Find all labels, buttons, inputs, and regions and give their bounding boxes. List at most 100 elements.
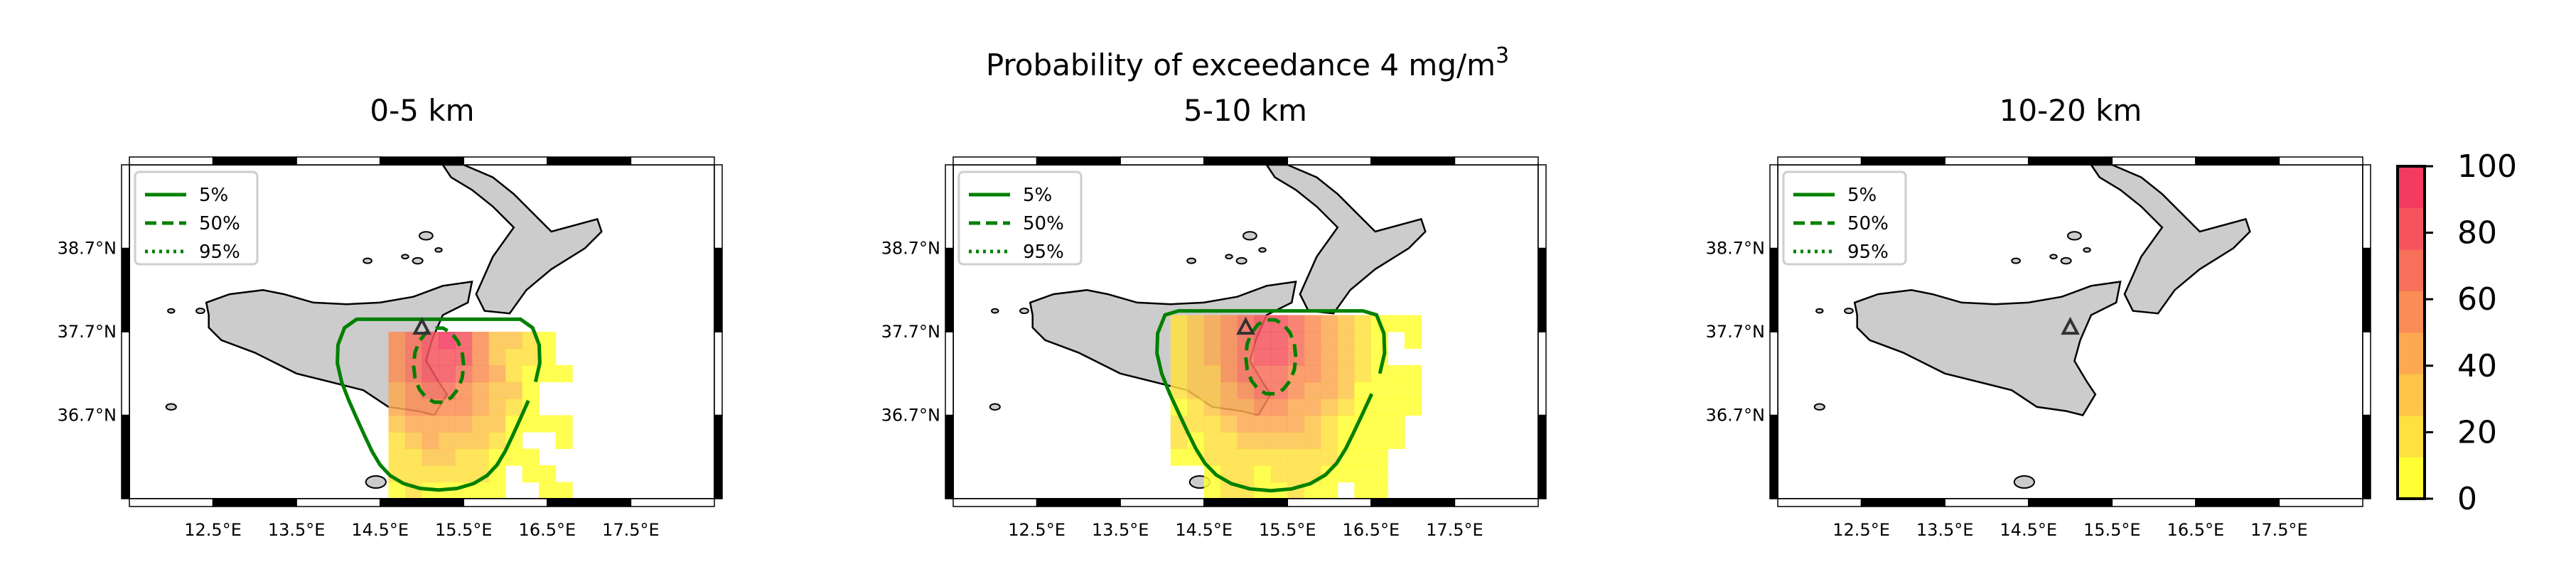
probability-cell	[522, 348, 540, 366]
probability-cell	[1337, 465, 1355, 483]
probability-cell	[422, 365, 439, 383]
probability-cell	[1237, 448, 1255, 466]
probability-cell	[539, 348, 557, 366]
figure-title-superscript: 3	[1496, 43, 1509, 68]
probability-cell	[472, 399, 490, 416]
colorbar-segment	[2398, 249, 2425, 291]
border-segment	[1036, 156, 1121, 166]
probability-cell	[1237, 432, 1255, 450]
island	[1225, 254, 1233, 260]
border-segment	[1537, 414, 1547, 499]
border-segment	[1287, 498, 1372, 507]
probability-cell	[1203, 348, 1221, 366]
y-tick-label: 36.7°N	[1706, 406, 1765, 426]
probability-cell	[488, 399, 506, 416]
probability-cell	[1321, 399, 1338, 416]
probability-cell	[1220, 381, 1238, 399]
probability-cell	[539, 365, 557, 383]
legend-label: 5%	[1023, 185, 1052, 206]
vent-marker	[2061, 316, 2080, 335]
colorbar-frame	[2396, 165, 2426, 500]
border-segment	[1454, 498, 1539, 507]
probability-cell	[1287, 465, 1305, 483]
probability-cell	[1388, 399, 1405, 416]
probability-cell	[1388, 381, 1405, 399]
probability-cell	[555, 482, 573, 499]
probability-cell	[1203, 432, 1221, 450]
probability-cell	[1287, 415, 1305, 433]
x-tick-label: 16.5°E	[2167, 520, 2225, 540]
probability-cell	[455, 448, 473, 466]
probability-cell	[1203, 415, 1221, 433]
y-tick-label: 38.7°N	[58, 239, 117, 259]
probability-cell	[1254, 365, 1272, 383]
border-segment	[630, 498, 715, 507]
probability-cell	[1321, 465, 1338, 483]
probability-cell	[1187, 415, 1205, 433]
probability-cell	[1203, 315, 1221, 332]
probability-cell	[1388, 415, 1405, 433]
probability-cell	[539, 332, 557, 350]
probability-cell	[1354, 348, 1372, 366]
probability-cell	[1337, 332, 1355, 350]
probability-cell	[1370, 415, 1388, 433]
probability-cell	[1203, 332, 1221, 350]
probability-cell	[1354, 381, 1372, 399]
island	[167, 308, 176, 314]
probability-cell	[1254, 448, 1272, 466]
probability-cell	[1170, 348, 1188, 366]
probability-cell	[522, 381, 540, 399]
border-segment	[1203, 498, 1289, 507]
border-segment	[463, 498, 548, 507]
probability-cell	[555, 415, 573, 433]
probability-cell	[1187, 315, 1205, 332]
border-segment	[121, 164, 130, 249]
probability-cell	[439, 348, 456, 366]
legend-label: 95%	[1023, 242, 1064, 263]
border-segment	[630, 156, 715, 166]
probability-cell	[472, 365, 490, 383]
colorbar-tick-label: 40	[2457, 348, 2497, 384]
x-tick-label: 12.5°E	[1008, 520, 1066, 540]
contour-50pct	[412, 326, 466, 404]
probability-cell	[1170, 432, 1188, 450]
probability-cell	[1370, 482, 1388, 499]
border-segment	[547, 498, 632, 507]
probability-cell	[388, 432, 406, 450]
border-segment	[129, 498, 214, 507]
probability-cell	[1287, 448, 1305, 466]
island	[1258, 247, 1267, 253]
probability-cell	[1270, 332, 1288, 350]
island	[165, 403, 177, 411]
probability-cell	[1287, 432, 1305, 450]
x-tick-label: 17.5°E	[602, 520, 660, 540]
probability-cell	[1354, 465, 1372, 483]
probability-cell	[405, 448, 423, 466]
border-segment	[945, 331, 954, 416]
probability-cell	[539, 415, 557, 433]
x-tick-label: 17.5°E	[1426, 520, 1483, 540]
probability-cell	[472, 415, 490, 433]
probability-cell	[1187, 365, 1205, 383]
panel-title: 10-20 km	[2000, 93, 2142, 128]
probability-cell	[1220, 415, 1238, 433]
probability-cell	[488, 381, 506, 399]
contour-5pct	[336, 317, 542, 492]
probability-cell	[1270, 348, 1288, 366]
probability-cell	[1203, 399, 1221, 416]
figure-title: Probability of exceedance 4 mg/m3	[986, 43, 1509, 82]
probability-cell	[472, 432, 490, 450]
probability-cell	[1220, 399, 1238, 416]
probability-cell	[1304, 399, 1321, 416]
probability-cell	[1404, 381, 1422, 399]
island	[1019, 308, 1029, 315]
x-tick-label: 12.5°E	[184, 520, 242, 540]
border-segment	[121, 247, 130, 332]
y-tick-label: 38.7°N	[881, 239, 940, 259]
probability-cell	[1254, 332, 1272, 350]
contour-50pct	[1243, 318, 1298, 396]
island	[2049, 254, 2058, 260]
x-tick-label: 14.5°E	[1175, 520, 1233, 540]
y-tick-label: 36.7°N	[58, 406, 117, 426]
probability-cell	[388, 332, 406, 350]
